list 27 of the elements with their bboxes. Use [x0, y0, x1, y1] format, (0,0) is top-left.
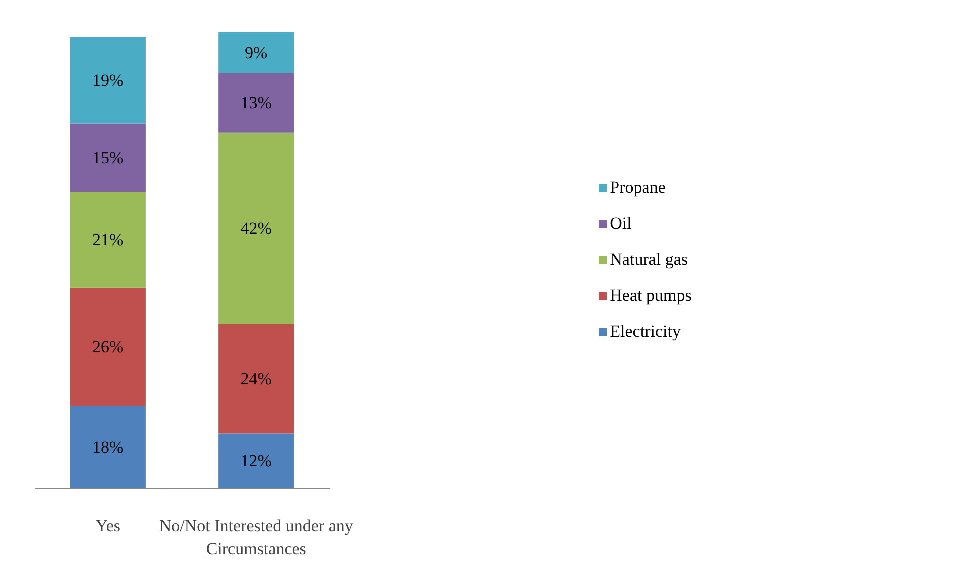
- data-label: 18%: [92, 438, 124, 457]
- bar: [70, 406, 146, 488]
- bar: [70, 288, 146, 406]
- data-label: 19%: [92, 70, 124, 90]
- data-label: 21%: [92, 230, 124, 250]
- legend-label: Natural gas: [610, 250, 688, 270]
- data-label: 26%: [92, 338, 124, 357]
- bar: [70, 37, 146, 124]
- bar: [218, 74, 294, 133]
- legend-label: Oil: [610, 214, 632, 234]
- bar: [218, 32, 294, 74]
- data-label: 15%: [92, 148, 124, 168]
- bar: [218, 434, 294, 488]
- bar: [70, 124, 146, 192]
- legend-label: Heat pumps: [610, 286, 692, 306]
- legend-label: Electricity: [610, 322, 681, 342]
- x-tick-label: No/Not Interested under any Circumstances: [159, 516, 354, 558]
- bar: [218, 324, 294, 434]
- data-label: 9%: [245, 44, 268, 63]
- data-label: 24%: [240, 370, 272, 389]
- bar: [70, 192, 146, 288]
- data-label: 13%: [240, 94, 272, 113]
- data-label: 12%: [240, 452, 272, 471]
- legend-label: Propane: [610, 178, 666, 198]
- bar: [218, 132, 294, 324]
- x-tick-label: Yes: [96, 516, 121, 536]
- data-label: 42%: [240, 219, 272, 238]
